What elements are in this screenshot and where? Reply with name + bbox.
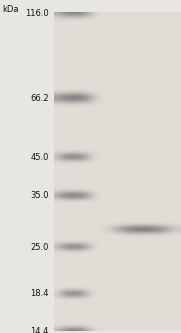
Text: 45.0: 45.0 — [30, 153, 49, 162]
Text: 66.2: 66.2 — [30, 94, 49, 103]
Text: 18.4: 18.4 — [30, 289, 49, 298]
Text: 14.4: 14.4 — [30, 327, 49, 333]
Text: 35.0: 35.0 — [30, 191, 49, 200]
Text: 116.0: 116.0 — [25, 9, 49, 18]
Text: 25.0: 25.0 — [30, 243, 49, 252]
Text: kDa: kDa — [2, 5, 18, 14]
